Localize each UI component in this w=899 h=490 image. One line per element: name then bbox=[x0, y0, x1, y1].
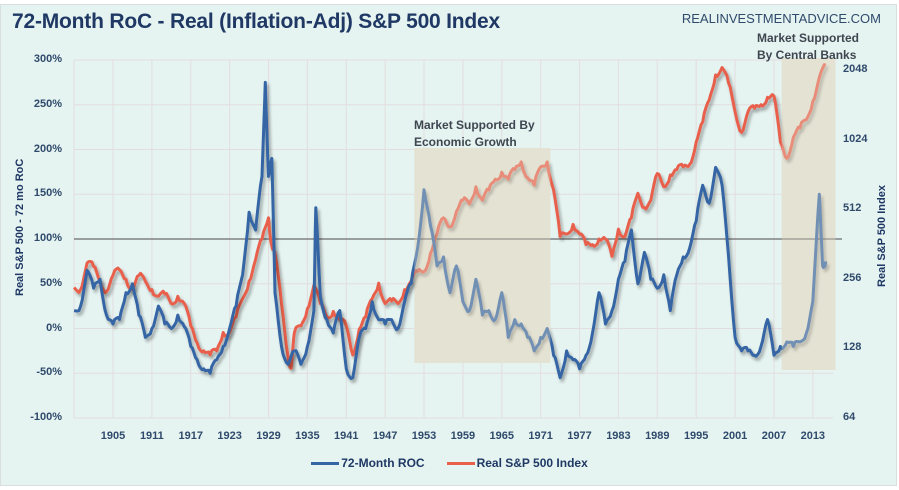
y-tick-label: 100% bbox=[33, 232, 62, 244]
series-line-72-month-roc bbox=[73, 80, 828, 380]
y2-tick-label: 256 bbox=[843, 271, 862, 284]
x-tick-label: 1977 bbox=[567, 430, 592, 442]
y-tick-label: 300% bbox=[33, 53, 62, 65]
x-tick-label: 1905 bbox=[100, 430, 126, 442]
shaded-region-overlay bbox=[781, 58, 836, 370]
shaded-regions bbox=[414, 58, 836, 370]
x-tick-label: 1929 bbox=[256, 430, 281, 442]
annotation-line: By Central Banks bbox=[757, 48, 857, 62]
legend-label-roc: 72-Month ROC bbox=[341, 456, 425, 470]
legend-item-index: Real S&P 500 Index bbox=[446, 456, 588, 470]
x-tick-label: 2001 bbox=[722, 430, 748, 442]
y2-tick-label: 2048 bbox=[843, 63, 868, 75]
legend-label-index: Real S&P 500 Index bbox=[476, 456, 588, 470]
y2-tick-label: 1024 bbox=[843, 132, 868, 145]
y-tick-label: -100% bbox=[30, 411, 62, 423]
x-tick-label: 1971 bbox=[528, 430, 553, 442]
annotation-line: Economic Growth bbox=[414, 135, 517, 149]
series-layer bbox=[72, 63, 828, 380]
x-tick-label: 1959 bbox=[450, 430, 476, 442]
y2-tick-label: 64 bbox=[843, 411, 856, 423]
source-label: REALINVESTMENTADVICE.COM bbox=[681, 11, 881, 26]
series-line-real-sp500-index bbox=[72, 63, 827, 370]
x-tick-label: 1941 bbox=[334, 430, 359, 442]
y-tick-label: 150% bbox=[33, 187, 62, 200]
shaded-region-overlays bbox=[414, 58, 836, 370]
x-tick-label: 1917 bbox=[178, 430, 203, 442]
x-tick-label: 1995 bbox=[683, 430, 709, 442]
y-tick-label: 50% bbox=[39, 276, 62, 289]
legend-swatch-index bbox=[446, 461, 475, 465]
annotation-central-banks: Market Supported By Central Banks bbox=[757, 30, 859, 64]
x-tick-label: 1911 bbox=[139, 430, 164, 442]
x-tick-label: 1923 bbox=[217, 430, 242, 442]
x-tick-label: 1935 bbox=[295, 430, 320, 442]
x-tick-label: 1983 bbox=[606, 430, 631, 442]
legend-swatch-roc bbox=[311, 461, 340, 465]
legend-item-roc: 72-Month ROC bbox=[311, 456, 425, 470]
right-axis-label: Real S&P 500 Index bbox=[876, 185, 888, 287]
shaded-region-overlay bbox=[414, 148, 551, 363]
left-axis-label: Real S&P 500 - 72 mo RoC bbox=[14, 158, 26, 296]
y2-tick-label: 512 bbox=[843, 202, 862, 215]
x-tick-label: 1965 bbox=[489, 430, 515, 442]
x-tick-label: 2013 bbox=[800, 430, 826, 442]
x-tick-label: 1989 bbox=[645, 430, 670, 442]
annotation-line: Market Supported By bbox=[414, 118, 535, 132]
x-tick-label: 1953 bbox=[411, 430, 437, 442]
y-tick-label: 0% bbox=[46, 321, 62, 334]
y-tick-label: 250% bbox=[33, 97, 62, 110]
x-tick-label: 1947 bbox=[372, 430, 398, 442]
legend: 72-Month ROC Real S&P 500 Index bbox=[0, 456, 899, 470]
chart-title: 72-Month RoC - Real (Inflation-Adj) S&P … bbox=[12, 10, 501, 33]
annotation-line: Market Supported bbox=[757, 31, 860, 45]
y2-tick-label: 128 bbox=[843, 341, 862, 354]
x-tick-label: 2007 bbox=[761, 430, 787, 442]
annotation-economic-growth: Market Supported By Economic Growth bbox=[414, 117, 535, 151]
y-tick-label: -50% bbox=[36, 366, 62, 379]
y-tick-label: 200% bbox=[33, 142, 62, 155]
